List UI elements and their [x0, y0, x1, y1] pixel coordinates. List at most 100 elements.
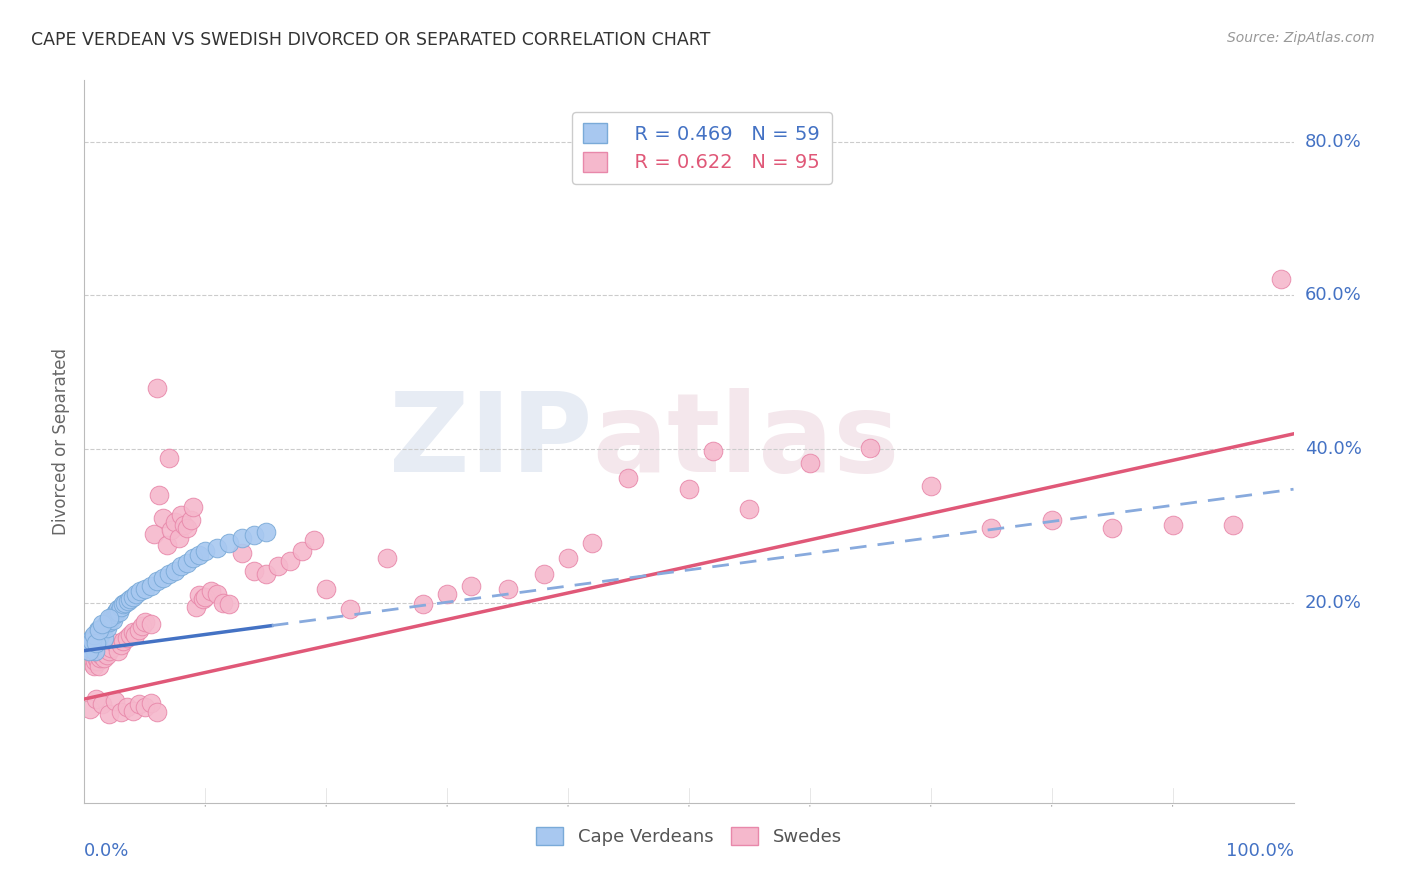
Point	[218, 536, 240, 550]
Point	[79, 702, 101, 716]
Point	[181, 551, 204, 566]
Point	[702, 443, 724, 458]
Point	[91, 621, 114, 635]
Point	[121, 704, 143, 718]
Point	[139, 579, 162, 593]
Point	[339, 602, 361, 616]
Point	[191, 592, 214, 607]
Point	[91, 646, 114, 660]
Point	[125, 587, 148, 601]
Point	[97, 615, 120, 630]
Point	[115, 699, 138, 714]
Point	[93, 631, 115, 645]
Point	[77, 636, 100, 650]
Point	[181, 500, 204, 514]
Point	[231, 546, 253, 560]
Point	[87, 623, 110, 637]
Point	[76, 638, 98, 652]
Text: CAPE VERDEAN VS SWEDISH DIVORCED OR SEPARATED CORRELATION CHART: CAPE VERDEAN VS SWEDISH DIVORCED OR SEPA…	[31, 31, 710, 49]
Point	[86, 654, 108, 668]
Text: ZIP: ZIP	[389, 388, 592, 495]
Point	[173, 517, 195, 532]
Point	[100, 640, 122, 655]
Point	[108, 605, 131, 619]
Point	[120, 628, 142, 642]
Point	[96, 621, 118, 635]
Point	[82, 640, 104, 654]
Point	[170, 508, 193, 522]
Point	[412, 598, 434, 612]
Text: 40.0%: 40.0%	[1305, 441, 1361, 458]
Point	[1161, 517, 1184, 532]
Point	[160, 523, 183, 537]
Point	[110, 599, 132, 614]
Point	[97, 643, 120, 657]
Point	[86, 692, 108, 706]
Point	[83, 628, 105, 642]
Point	[104, 636, 127, 650]
Point	[86, 623, 108, 637]
Point	[496, 582, 519, 596]
Point	[134, 582, 156, 596]
Point	[121, 625, 143, 640]
Point	[980, 521, 1002, 535]
Point	[121, 590, 143, 604]
Point	[97, 611, 120, 625]
Point	[79, 651, 101, 665]
Point	[278, 554, 301, 568]
Point	[152, 511, 174, 525]
Point	[194, 543, 217, 558]
Point	[194, 590, 217, 604]
Point	[254, 566, 277, 581]
Point	[165, 515, 187, 529]
Point	[90, 625, 112, 640]
Point	[90, 648, 112, 663]
Point	[101, 609, 124, 624]
Point	[128, 698, 150, 712]
Point	[200, 584, 222, 599]
Text: 60.0%: 60.0%	[1305, 286, 1361, 304]
Point	[94, 642, 117, 657]
Point	[859, 441, 882, 455]
Point	[148, 488, 170, 502]
Point	[134, 699, 156, 714]
Point	[91, 698, 114, 712]
Point	[557, 551, 579, 566]
Point	[96, 648, 118, 663]
Point	[80, 656, 103, 670]
Point	[1040, 513, 1063, 527]
Point	[112, 598, 135, 612]
Point	[93, 651, 115, 665]
Point	[117, 594, 139, 608]
Point	[146, 705, 169, 719]
Text: 20.0%: 20.0%	[1305, 594, 1361, 612]
Point	[170, 559, 193, 574]
Point	[98, 613, 121, 627]
Point	[100, 611, 122, 625]
Point	[80, 631, 103, 645]
Point	[139, 696, 162, 710]
Point	[129, 584, 152, 599]
Point	[84, 654, 107, 668]
Point	[152, 571, 174, 585]
Point	[180, 513, 202, 527]
Point	[131, 619, 153, 633]
Point	[231, 532, 253, 546]
Point	[1222, 517, 1244, 532]
Point	[79, 634, 101, 648]
Point	[242, 564, 264, 578]
Point	[157, 451, 180, 466]
Y-axis label: Divorced or Separated: Divorced or Separated	[52, 348, 70, 535]
Point	[87, 631, 110, 645]
Point	[617, 471, 640, 485]
Point	[104, 605, 127, 619]
Point	[124, 628, 146, 642]
Point	[315, 582, 337, 596]
Point	[207, 587, 229, 601]
Point	[436, 587, 458, 601]
Point	[83, 632, 105, 647]
Point	[89, 651, 111, 665]
Point	[105, 604, 128, 618]
Text: Source: ZipAtlas.com: Source: ZipAtlas.com	[1227, 31, 1375, 45]
Point	[107, 643, 129, 657]
